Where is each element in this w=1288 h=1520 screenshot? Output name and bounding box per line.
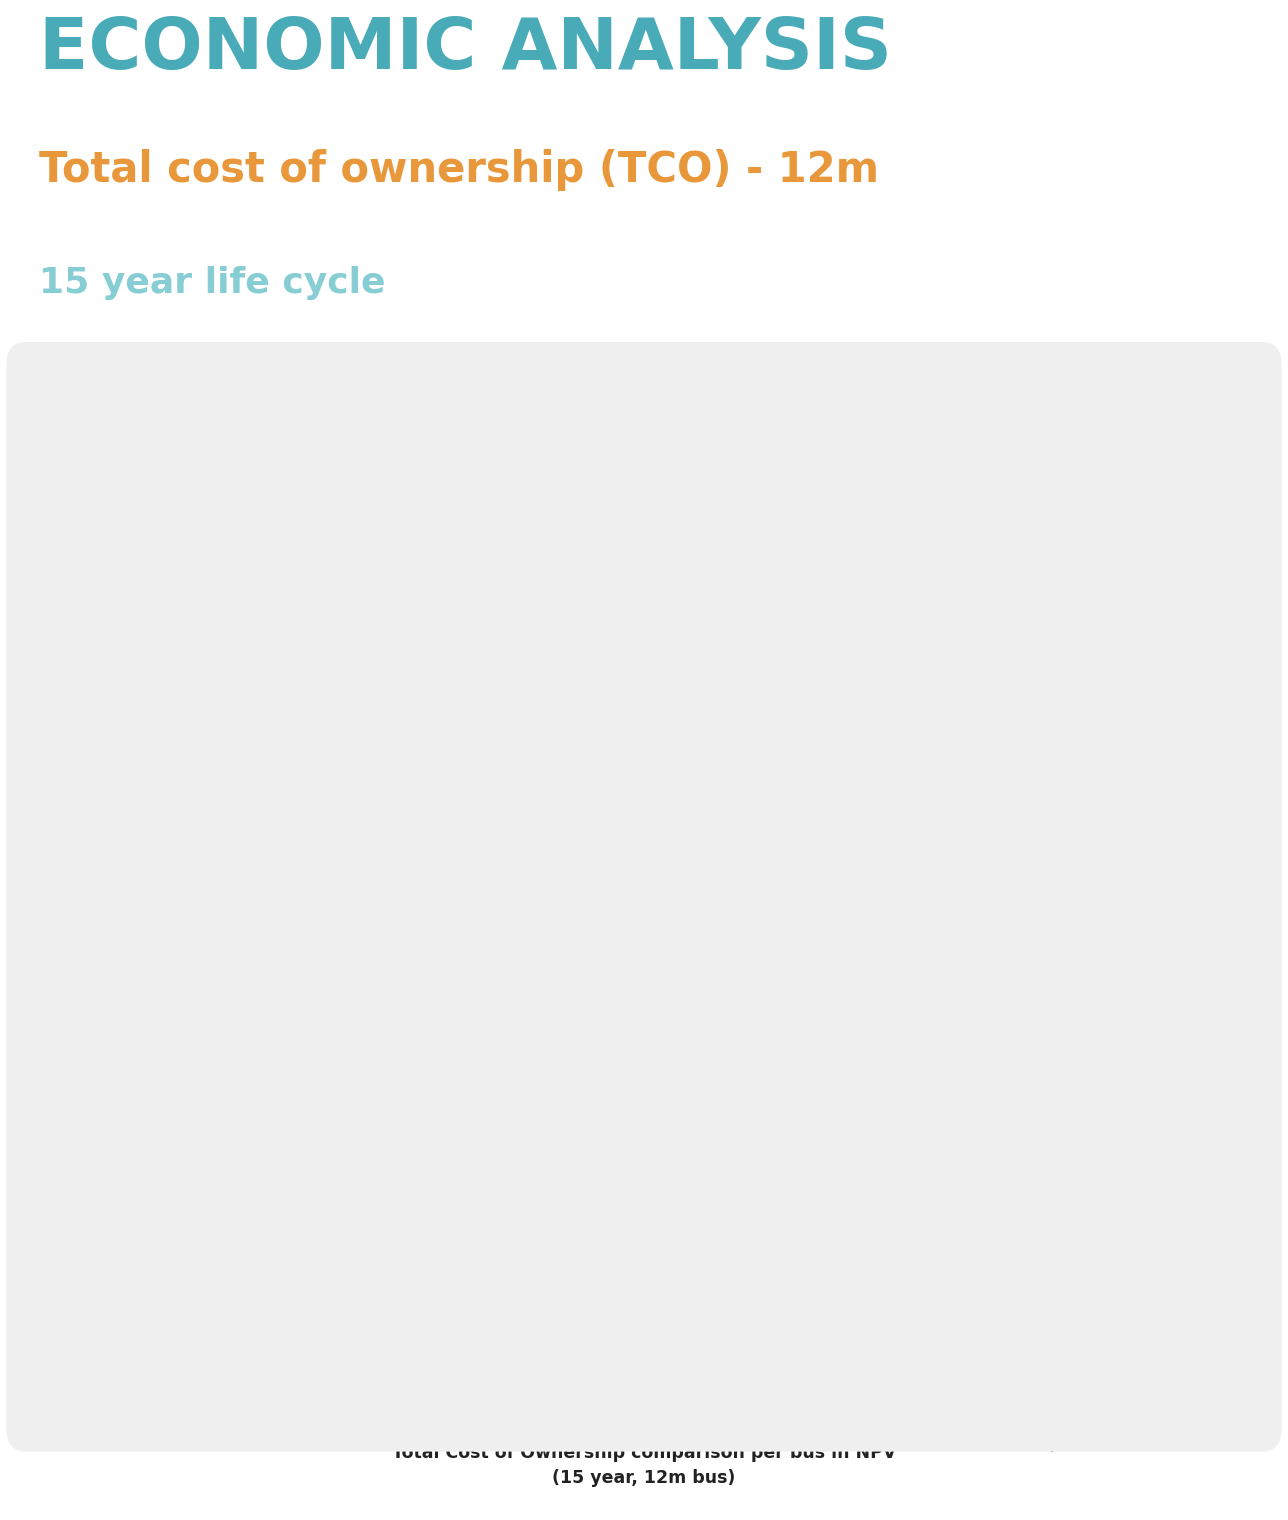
Bar (866, 838, 942, 871)
Text: ECONOMIC ANALYSIS: ECONOMIC ANALYSIS (39, 15, 891, 84)
Text: 15 year life cycle: 15 year life cycle (39, 266, 385, 299)
Bar (866, 784, 942, 798)
Bar (450, 1037, 526, 1053)
Bar (450, 999, 526, 1002)
Bar (173, 1066, 249, 1067)
Bar (726, 850, 802, 885)
Text: Total cost of ownership (TCO) - 12m: Total cost of ownership (TCO) - 12m (39, 149, 878, 192)
Bar (312, 1031, 388, 1041)
Bar (1003, 804, 1079, 844)
Bar (726, 1038, 802, 1307)
Bar (589, 1003, 665, 1006)
Bar (866, 781, 942, 784)
Text: Fuel cell replacement, gray
hydrogen real cost, carbon
pricing, real refueling f: Fuel cell replacement, gray hydrogen rea… (696, 499, 1036, 585)
Legend: Acquisition Cost (one bus), Fuel Cost, Maintenance Cost, Engine Overhaul, Batter: Acquisition Cost (one bus), Fuel Cost, M… (236, 378, 1078, 435)
Bar (726, 775, 802, 789)
Bar (726, 772, 802, 775)
Bar (726, 789, 802, 850)
Bar (1142, 754, 1218, 772)
Bar (1003, 786, 1079, 804)
Bar (726, 669, 802, 772)
Text: With
Adders: With Adders (1010, 699, 1073, 733)
Bar (1003, 784, 1079, 786)
Bar (1003, 877, 1079, 1038)
Bar (1142, 1038, 1218, 1307)
Bar (866, 1038, 942, 1307)
Bar (450, 1002, 526, 1008)
Bar (589, 1041, 665, 1058)
Bar (1142, 772, 1218, 819)
Bar (1003, 1038, 1079, 1307)
Y-axis label: 2023 NPV: 2023 NPV (17, 836, 35, 927)
Bar (1142, 529, 1218, 749)
Bar (450, 897, 526, 999)
Bar (866, 798, 942, 838)
Bar (450, 1084, 526, 1307)
Bar (726, 885, 802, 1038)
Bar (1003, 591, 1079, 783)
Bar (866, 632, 942, 780)
Bar (1142, 751, 1218, 754)
Bar (589, 1011, 665, 1041)
Bar (1142, 819, 1218, 863)
Bar (450, 1053, 526, 1084)
Bar (312, 1041, 388, 1069)
Bar (1142, 863, 1218, 1038)
Bar (589, 1006, 665, 1011)
Bar (589, 1058, 665, 1084)
Bar (173, 1067, 249, 1070)
Bar (866, 871, 942, 1038)
Bar (1003, 844, 1079, 877)
Bar (312, 1069, 388, 1129)
Text: Realistic lower battery
costs and longevity: Realistic lower battery costs and longev… (343, 774, 523, 891)
Bar (173, 1180, 249, 1307)
Bar (589, 929, 665, 1002)
Bar (312, 1028, 388, 1031)
Bar (450, 1008, 526, 1037)
Bar (173, 1070, 249, 1081)
Text: Total Cost of Ownership comparison per bus in NPV
(15 year, 12m bus): Total Cost of Ownership comparison per b… (392, 1444, 896, 1487)
Bar (312, 1129, 388, 1307)
Bar (173, 1104, 249, 1180)
Bar (312, 1024, 388, 1028)
Bar (589, 1084, 665, 1307)
Bar (173, 1081, 249, 1104)
